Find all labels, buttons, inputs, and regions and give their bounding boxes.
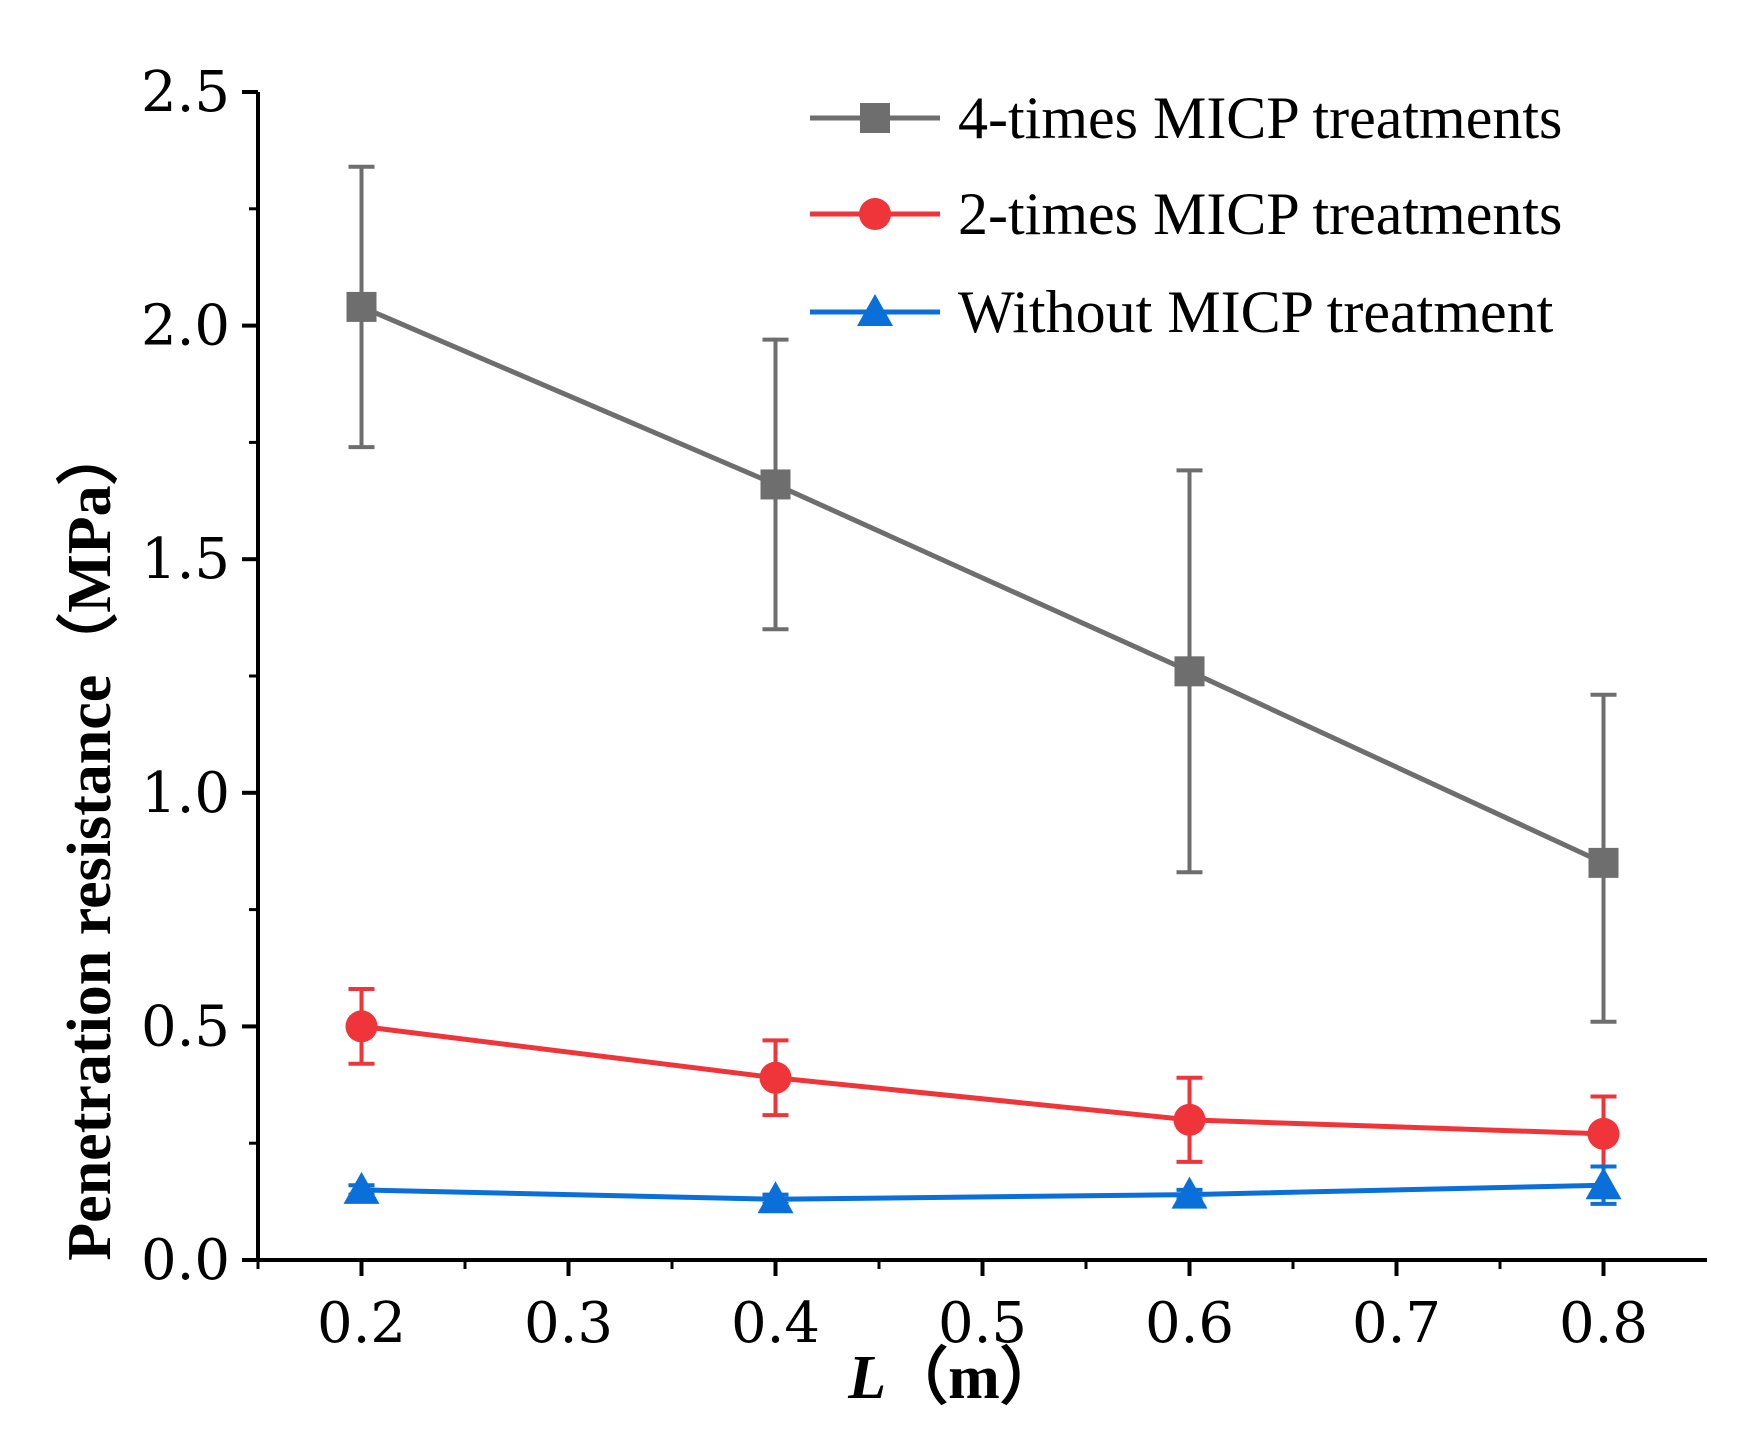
- y-tick-label: 2.0: [141, 294, 230, 359]
- y-tick-label: 1.0: [141, 761, 230, 826]
- legend-swatch-marker: [857, 294, 893, 326]
- x-tick-label: 0.5: [938, 1291, 1027, 1356]
- legend-label: 2-times MICP treatments: [958, 181, 1562, 247]
- series-2: [345, 987, 1620, 1169]
- y-axis-title: Penetration resistance（MPa）: [54, 423, 124, 1260]
- legend-item-3: Without MICP treatment: [810, 279, 1554, 345]
- legend-label: 4-times MICP treatments: [958, 85, 1562, 151]
- series-line: [361, 1182, 1604, 1202]
- x-axis-title: L（m）: [847, 1342, 1062, 1412]
- y-tick-label: 1.5: [141, 527, 230, 592]
- plot-area: [343, 164, 1622, 1214]
- data-point: [1171, 1176, 1208, 1209]
- x-tick-label: 0.6: [1145, 1291, 1234, 1356]
- x-tick-label: 0.2: [317, 1291, 406, 1356]
- data-point: [1174, 656, 1205, 687]
- legend-item-2: 2-times MICP treatments: [810, 181, 1562, 247]
- legend-label: Without MICP treatment: [958, 279, 1554, 345]
- data-point: [346, 291, 377, 322]
- x-axis-var: L: [847, 1344, 886, 1412]
- data-point: [1588, 847, 1619, 878]
- legend-swatch-marker: [859, 198, 891, 230]
- y-tick-label: 0.5: [141, 994, 230, 1059]
- x-tick-label: 0.7: [1352, 1291, 1441, 1356]
- series-3: [343, 1164, 1622, 1214]
- legend-item-1: 4-times MICP treatments: [810, 85, 1562, 151]
- data-point: [759, 1061, 792, 1094]
- data-point: [1587, 1117, 1620, 1150]
- data-point: [1585, 1167, 1622, 1200]
- series-line: [361, 1023, 1604, 1137]
- x-tick-label: 0.3: [524, 1291, 613, 1356]
- x-axis-unit: （m）: [886, 1342, 1062, 1412]
- axes: 0.0 0.5 1.0 1.5 2.0 2.5 0.2 0.3 0.4 0.5 0.6 0.7 0.8: [141, 60, 1707, 1356]
- series-line: [360, 304, 1605, 866]
- legend-swatch-marker: [860, 103, 890, 133]
- data-point: [757, 1181, 794, 1214]
- x-tick-label: 0.8: [1559, 1291, 1648, 1356]
- y-tick-label: 0.0: [141, 1228, 230, 1293]
- x-tick-label: 0.4: [731, 1291, 820, 1356]
- data-point: [1173, 1103, 1206, 1136]
- data-point: [345, 1010, 378, 1043]
- series-1: [346, 164, 1619, 1024]
- y-tick-label: 2.5: [141, 60, 230, 125]
- legend: 4-times MICP treatments 2-times MICP trea…: [810, 85, 1562, 345]
- data-point: [343, 1171, 380, 1204]
- data-point: [760, 469, 791, 500]
